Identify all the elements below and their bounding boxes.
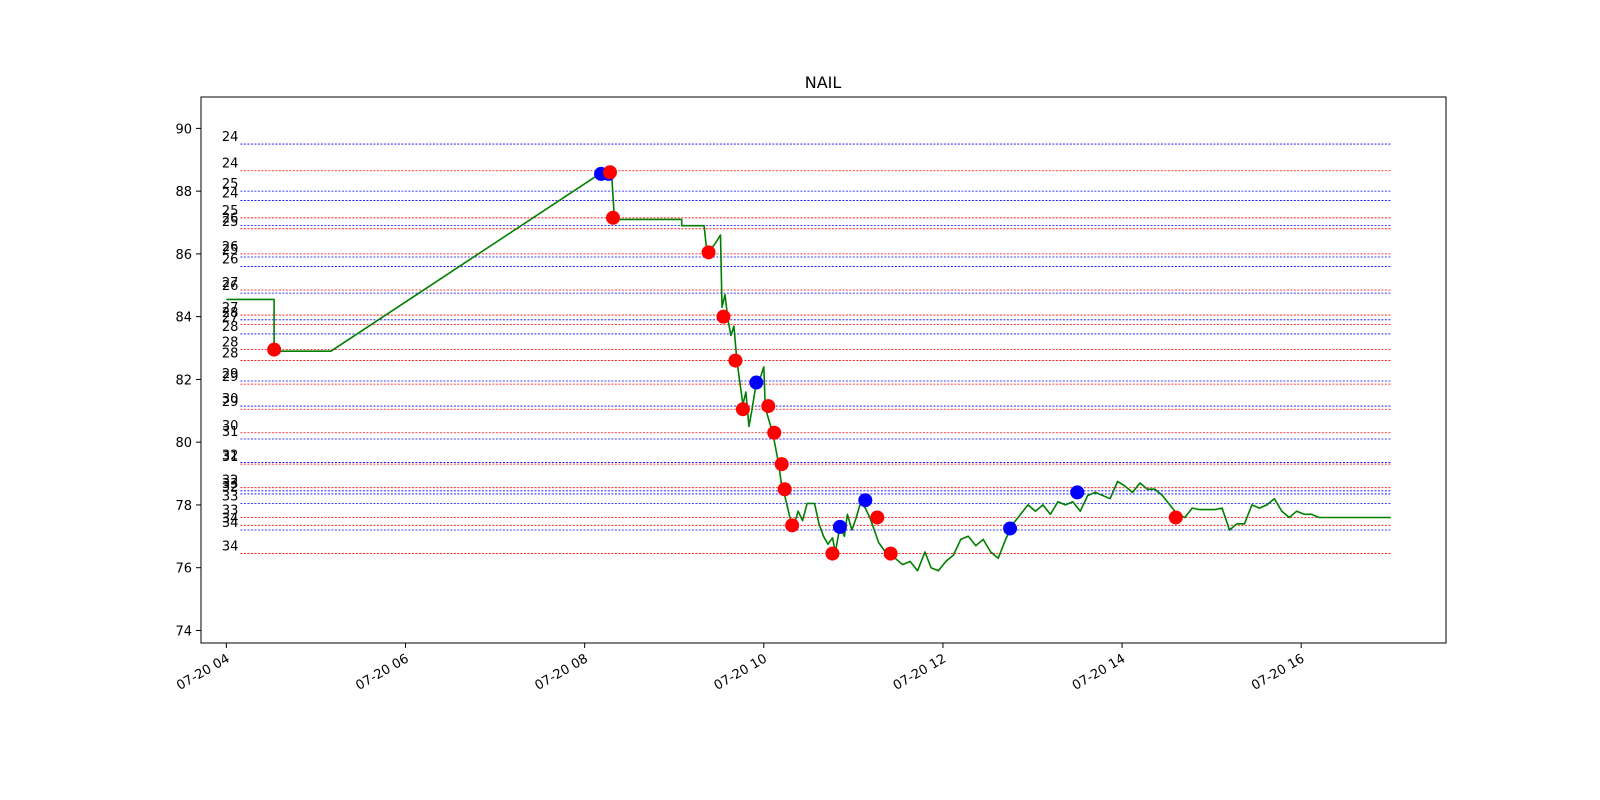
level-label: 34 bbox=[222, 516, 239, 531]
level-label: 33 bbox=[222, 477, 239, 492]
level-label: 33 bbox=[222, 489, 239, 504]
level-label: 25 bbox=[222, 204, 239, 219]
red-signal-marker bbox=[825, 546, 840, 561]
level-label: 28 bbox=[222, 336, 239, 351]
red-signal-marker bbox=[603, 165, 618, 180]
plot-frame bbox=[200, 96, 1447, 644]
y-tick-label: 86 bbox=[175, 248, 192, 263]
y-tick-label: 88 bbox=[175, 185, 192, 200]
level-label: 31 bbox=[222, 450, 239, 465]
level-label: 26 bbox=[222, 252, 239, 267]
level-label: 34 bbox=[222, 511, 239, 526]
red-signal-marker bbox=[761, 399, 776, 414]
level-label: 24 bbox=[222, 187, 239, 202]
level-lines: 2424252425262526252627262728272828282929… bbox=[222, 130, 1391, 555]
red-signal-marker bbox=[777, 482, 792, 497]
level-label: 27 bbox=[222, 276, 239, 291]
y-tick-label: 84 bbox=[175, 311, 192, 326]
level-label: 25 bbox=[222, 215, 239, 230]
chart-title: NAIL bbox=[805, 73, 842, 92]
level-label: 26 bbox=[222, 240, 239, 255]
level-label: 28 bbox=[222, 347, 239, 362]
level-label: 27 bbox=[222, 301, 239, 316]
level-label: 32 bbox=[222, 480, 239, 495]
y-tick-label: 82 bbox=[175, 373, 192, 388]
level-label: 29 bbox=[222, 367, 239, 382]
y-tick-label: 90 bbox=[175, 122, 192, 137]
level-label: 25 bbox=[222, 243, 239, 258]
red-signal-marker bbox=[774, 457, 789, 472]
signal-markers bbox=[267, 165, 1183, 561]
red-signal-marker bbox=[606, 210, 621, 225]
red-signal-marker bbox=[701, 245, 716, 260]
blue-signal-marker bbox=[1003, 521, 1018, 536]
level-label: 28 bbox=[222, 306, 239, 321]
level-label: 29 bbox=[222, 395, 239, 410]
level-label: 33 bbox=[222, 503, 239, 518]
red-signal-marker bbox=[767, 425, 782, 440]
red-signal-marker bbox=[735, 402, 750, 417]
blue-signal-marker bbox=[749, 375, 764, 390]
level-label: 24 bbox=[222, 130, 239, 145]
red-signal-marker bbox=[716, 309, 731, 324]
level-label: 26 bbox=[222, 279, 239, 294]
level-label: 24 bbox=[222, 157, 239, 172]
red-signal-marker bbox=[267, 342, 282, 357]
red-signal-marker bbox=[728, 353, 743, 368]
blue-signal-marker bbox=[1070, 485, 1085, 500]
y-tick-label: 80 bbox=[175, 436, 192, 451]
red-signal-marker bbox=[785, 518, 800, 533]
level-label: 26 bbox=[222, 212, 239, 227]
red-signal-marker bbox=[1168, 510, 1183, 525]
level-label: 30 bbox=[222, 392, 239, 407]
level-label: 31 bbox=[222, 425, 239, 440]
level-label: 28 bbox=[222, 320, 239, 335]
y-tick-label: 74 bbox=[175, 624, 192, 639]
red-signal-marker bbox=[870, 510, 885, 525]
level-label: 32 bbox=[222, 449, 239, 464]
level-label: 32 bbox=[222, 474, 239, 489]
level-label: 30 bbox=[222, 419, 239, 434]
y-tick-label: 78 bbox=[175, 499, 192, 514]
level-label: 25 bbox=[222, 177, 239, 192]
y-tick-label: 76 bbox=[175, 562, 192, 577]
blue-signal-marker bbox=[858, 493, 873, 508]
red-signal-marker bbox=[883, 546, 898, 561]
level-label: 27 bbox=[222, 311, 239, 326]
blue-signal-marker bbox=[832, 519, 847, 534]
level-label: 34 bbox=[222, 540, 239, 555]
level-label: 29 bbox=[222, 370, 239, 385]
